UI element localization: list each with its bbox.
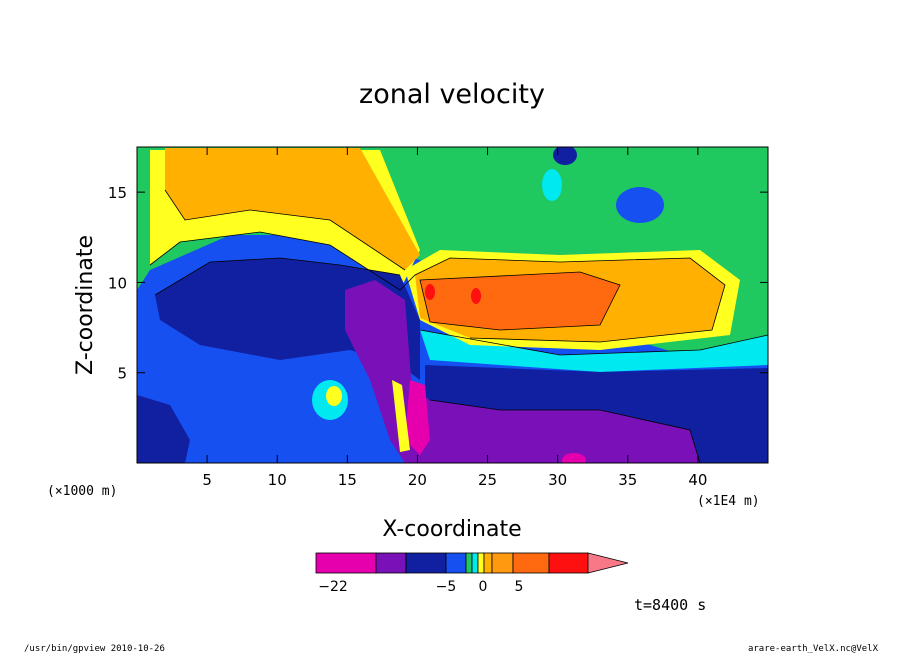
colorbar-segment — [445, 552, 467, 574]
chart-title: zonal velocity — [359, 79, 545, 110]
colorbar-segment — [548, 552, 589, 574]
colorbar-segment — [491, 552, 514, 574]
x-tick-label: 30 — [548, 471, 567, 489]
colorbar-label: 0 — [479, 579, 488, 595]
field-orange-left — [165, 148, 420, 270]
field-blue-eddy-2 — [553, 147, 577, 165]
colorbar-segment — [465, 552, 473, 574]
contour-line-2 — [164, 189, 406, 271]
colorbar-segment — [375, 552, 407, 574]
field-purple — [345, 280, 700, 463]
x-unit-label: (×1E4 m) — [697, 494, 760, 509]
colorbar-segment — [512, 552, 550, 574]
field-blue-eddy-1 — [616, 187, 664, 223]
colorbar-extend-triangle — [587, 552, 629, 574]
y-tick-label: 10 — [108, 274, 127, 292]
x-tick-label: 5 — [202, 471, 212, 489]
x-tick-label: 10 — [268, 471, 287, 489]
colorbar: −22 −5 0 5 — [315, 552, 629, 595]
field-magenta-spot — [562, 453, 586, 463]
field-orange-spot-2 — [471, 288, 481, 304]
x-tick-label: 35 — [618, 471, 637, 489]
y-axis-title: Z-coordinate — [73, 235, 98, 375]
x-axis-title: X-coordinate — [382, 517, 521, 542]
colorbar-label: 5 — [515, 579, 524, 595]
field-yellow-eddy — [326, 386, 342, 406]
field-dark-orange-core — [420, 272, 620, 330]
contour-field — [137, 147, 768, 463]
contour-line-3 — [419, 329, 768, 356]
plot-frame — [136, 146, 769, 464]
colorbar-segment — [483, 552, 493, 574]
footer-right: arare-earth_VelX.nc@VelX — [748, 644, 879, 654]
y-tick-label: 5 — [117, 365, 127, 383]
colorbar-segment — [471, 552, 479, 574]
contour-line-5 — [429, 399, 701, 463]
colorbar-segment — [477, 552, 485, 574]
colorbar-label: −22 — [318, 579, 348, 595]
y-tick-label: 15 — [108, 184, 127, 202]
x-tick-label: 15 — [338, 471, 357, 489]
field-navy-lower-left — [137, 395, 190, 463]
contour-line-4 — [154, 257, 401, 296]
colorbar-label: −5 — [436, 579, 457, 595]
x-tick-label: 20 — [408, 471, 427, 489]
field-cyan-fringe — [420, 330, 768, 372]
colorbar-segment — [315, 552, 377, 574]
field-cyan-eddy-2 — [542, 169, 562, 201]
field-yellow-streak — [392, 380, 410, 452]
colorbar-segment — [405, 552, 447, 574]
field-magenta-streak — [405, 380, 430, 455]
x-tick-label: 40 — [688, 471, 707, 489]
field-orange-spot-1 — [425, 284, 435, 300]
axes: 5 10 15 20 25 30 35 40 5 10 15 — [108, 147, 768, 489]
x-tick-label: 25 — [478, 471, 497, 489]
time-label: t=8400 s — [634, 596, 706, 614]
contour-line-1 — [149, 231, 726, 343]
contour-line-6 — [419, 271, 621, 331]
footer-left: /usr/bin/gpview 2010-10-26 — [24, 644, 165, 654]
z-unit-label: (×1000 m) — [47, 484, 117, 499]
